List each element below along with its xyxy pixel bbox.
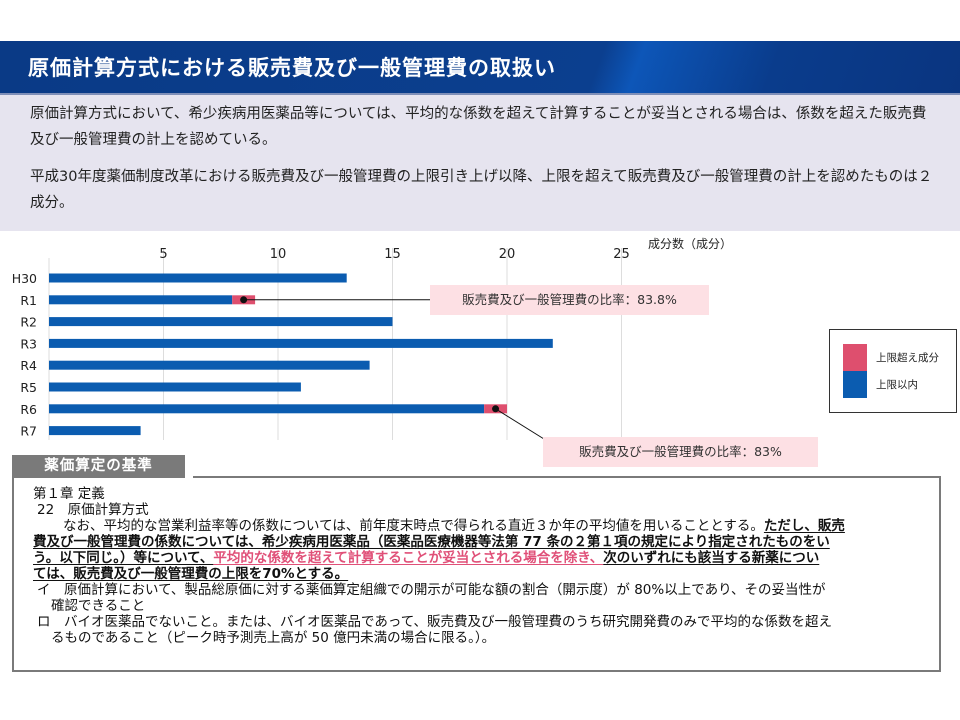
category-label-R4: R4 <box>20 358 37 373</box>
page-title: 原価計算方式における販売費及び一般管理費の取扱い <box>28 56 556 80</box>
ratio-callout-r6: 販売費及び一般管理費の比率：83% <box>543 437 818 467</box>
definition-highlight-pink: 平均的な係数を超えて計算することが妥当とされる場合を除き、 <box>213 550 604 566</box>
category-label-R7: R7 <box>20 424 37 439</box>
definition-bold-line-3b: 次のいずれにも該当する新薬につい <box>603 550 820 566</box>
kijun-text: 第１章 定義 22 原価計算方式 なお、平均的な営業利益率等の係数については、前… <box>33 486 933 646</box>
section-heading: 22 原価計算方式 <box>37 502 149 518</box>
legend-label-within-limit: 上限以内 <box>876 379 918 391</box>
definition-plain-text: なお、平均的な営業利益率等の係数については、前年度末時点で得られる直近３か年の平… <box>63 518 764 534</box>
category-label-R6: R6 <box>20 402 37 417</box>
summary-paragraph-2: 平成30年度薬価制度改革における販売費及び一般管理費の上限引き上げ以降、上限を超… <box>30 169 933 211</box>
kijun-frame-top-line <box>193 476 941 478</box>
summary-paragraph-1: 原価計算方式において、希少疾病用医薬品等については、平均的な係数を超えて計算する… <box>30 106 927 148</box>
bar-R2-within-limit <box>49 317 393 327</box>
x-tick-label-20: 20 <box>499 247 516 262</box>
marker-dot-R6 <box>492 405 500 413</box>
definition-bold-line-3a: う。以下同じ。）等について、 <box>33 550 214 566</box>
stacked-bar-chart: 5 10 15 20 25 成分数（成分） H30 R1 R2 R3 R4 R5 R6 R7 <box>12 236 732 440</box>
bar-R5-within-limit <box>49 382 301 392</box>
kijun-frame <box>12 477 941 672</box>
item-i-line-1: イ 原価計算において、製品総原価に対する薬価算定組織での開示が可能な額の割合（開… <box>37 582 826 598</box>
category-label-R3: R3 <box>20 336 37 351</box>
item-i-line-2: 確認できること <box>51 598 146 614</box>
bar-R3-within-limit <box>49 338 553 348</box>
x-axis-title: 成分数（成分） <box>648 236 732 251</box>
summary-panel: 原価計算方式において、希少疾病用医薬品等については、平均的な係数を超えて計算する… <box>0 95 960 231</box>
definition-line-1: なお、平均的な営業利益率等の係数については、前年度末時点で得られる直近３か年の平… <box>33 518 933 534</box>
ratio-callout-r1: 販売費及び一般管理費の比率：83.8% <box>430 285 709 315</box>
bar-R7-within-limit <box>49 426 141 436</box>
marker-dot-R1 <box>240 296 248 304</box>
bar-R1-within-limit <box>49 295 233 305</box>
title-banner: 原価計算方式における販売費及び一般管理費の取扱い <box>0 41 960 95</box>
x-tick-label-15: 15 <box>384 247 401 262</box>
legend-swatch-within-limit <box>843 371 867 398</box>
kijun-section-tab: 薬価算定の基準 <box>12 455 185 478</box>
legend-swatch-over-limit <box>843 344 867 371</box>
definition-line-2: 費及び一般管理費の係数については、希少疾病用医薬品（医薬品医療機器等法第 77 … <box>33 534 933 550</box>
bar-R6-within-limit <box>49 404 485 414</box>
category-label-R5: R5 <box>20 380 37 395</box>
chart-legend: 上限超え成分 上限以内 <box>829 329 957 413</box>
definition-bold-start: ただし、販売 <box>763 518 845 534</box>
item-ro-line-2: るものであること（ピーク時予測売上高が 50 億円未満の場合に限る。）。 <box>51 630 496 646</box>
category-label-H30: H30 <box>12 271 37 286</box>
legend-label-over-limit: 上限超え成分 <box>876 352 939 364</box>
x-tick-label-10: 10 <box>270 247 287 262</box>
x-tick-label-25: 25 <box>613 247 630 262</box>
item-ro-line-1: ロ バイオ医薬品でないこと。または、バイオ医薬品であって、販売費及び一般管理費の… <box>37 614 833 630</box>
bar-H30-within-limit <box>49 273 347 283</box>
leader-line-R6 <box>495 408 545 440</box>
definition-bold-line-2: 費及び一般管理費の係数については、希少疾病用医薬品（医薬品医療機器等法第 77 … <box>33 534 830 550</box>
x-tick-label-5: 5 <box>159 247 167 262</box>
category-label-R2: R2 <box>20 315 37 330</box>
definition-line-4: ては、販売費及び一般管理費の上限を70%とする。 <box>33 566 933 582</box>
category-label-R1: R1 <box>20 293 37 308</box>
definition-line-3: う。以下同じ。）等について、平均的な係数を超えて計算することが妥当とされる場合を… <box>33 550 933 566</box>
definition-bold-line-4: ては、販売費及び一般管理費の上限を70%とする。 <box>33 566 349 582</box>
chapter-heading: 第１章 定義 <box>33 486 105 502</box>
bar-R4-within-limit <box>49 360 370 370</box>
